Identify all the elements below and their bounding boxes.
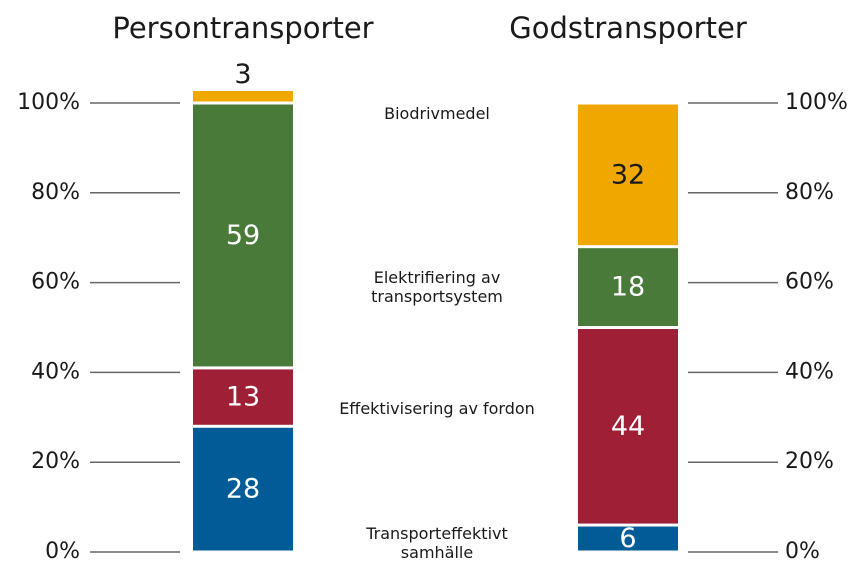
bar-segment bbox=[193, 91, 293, 102]
chart-title: Persontransporter bbox=[112, 11, 373, 45]
bar-segment bbox=[193, 104, 293, 367]
value-label: 3 bbox=[234, 59, 251, 90]
bar-segment bbox=[578, 248, 678, 326]
value-label: 59 bbox=[226, 220, 260, 251]
value-label: 13 bbox=[226, 382, 260, 413]
bar-segment bbox=[193, 427, 293, 551]
chart-title: Godstransporter bbox=[509, 11, 747, 45]
y-tick-label: 40% bbox=[31, 359, 80, 384]
y-tick-label: 40% bbox=[785, 359, 834, 384]
y-tick-label: 80% bbox=[31, 180, 80, 205]
bar-segment bbox=[578, 329, 678, 524]
value-label: 6 bbox=[619, 523, 636, 554]
y-tick-label: 60% bbox=[31, 270, 80, 295]
y-tick-label: 20% bbox=[31, 449, 80, 474]
y-tick-label: 100% bbox=[17, 90, 80, 115]
y-tick-label: 20% bbox=[785, 449, 834, 474]
legend-label: Effektivisering av fordon bbox=[339, 398, 535, 418]
value-label: 32 bbox=[611, 159, 645, 190]
y-tick-label: 0% bbox=[45, 539, 80, 562]
bar-segment bbox=[578, 526, 678, 551]
value-label: 28 bbox=[226, 474, 260, 505]
value-label: 44 bbox=[611, 411, 645, 442]
legend-label: Transporteffektivt samhälle bbox=[366, 524, 508, 562]
y-tick-label: 60% bbox=[785, 270, 834, 295]
value-label: 18 bbox=[611, 272, 645, 303]
bar-segment bbox=[578, 104, 678, 246]
y-tick-label: 80% bbox=[785, 180, 834, 205]
y-tick-label: 0% bbox=[785, 539, 820, 562]
legend-label: Biodrivmedel bbox=[384, 103, 490, 123]
y-tick-label: 100% bbox=[785, 90, 848, 115]
bar-segment bbox=[193, 369, 293, 425]
legend-label: Elektrifiering av transportsystem bbox=[371, 268, 503, 306]
